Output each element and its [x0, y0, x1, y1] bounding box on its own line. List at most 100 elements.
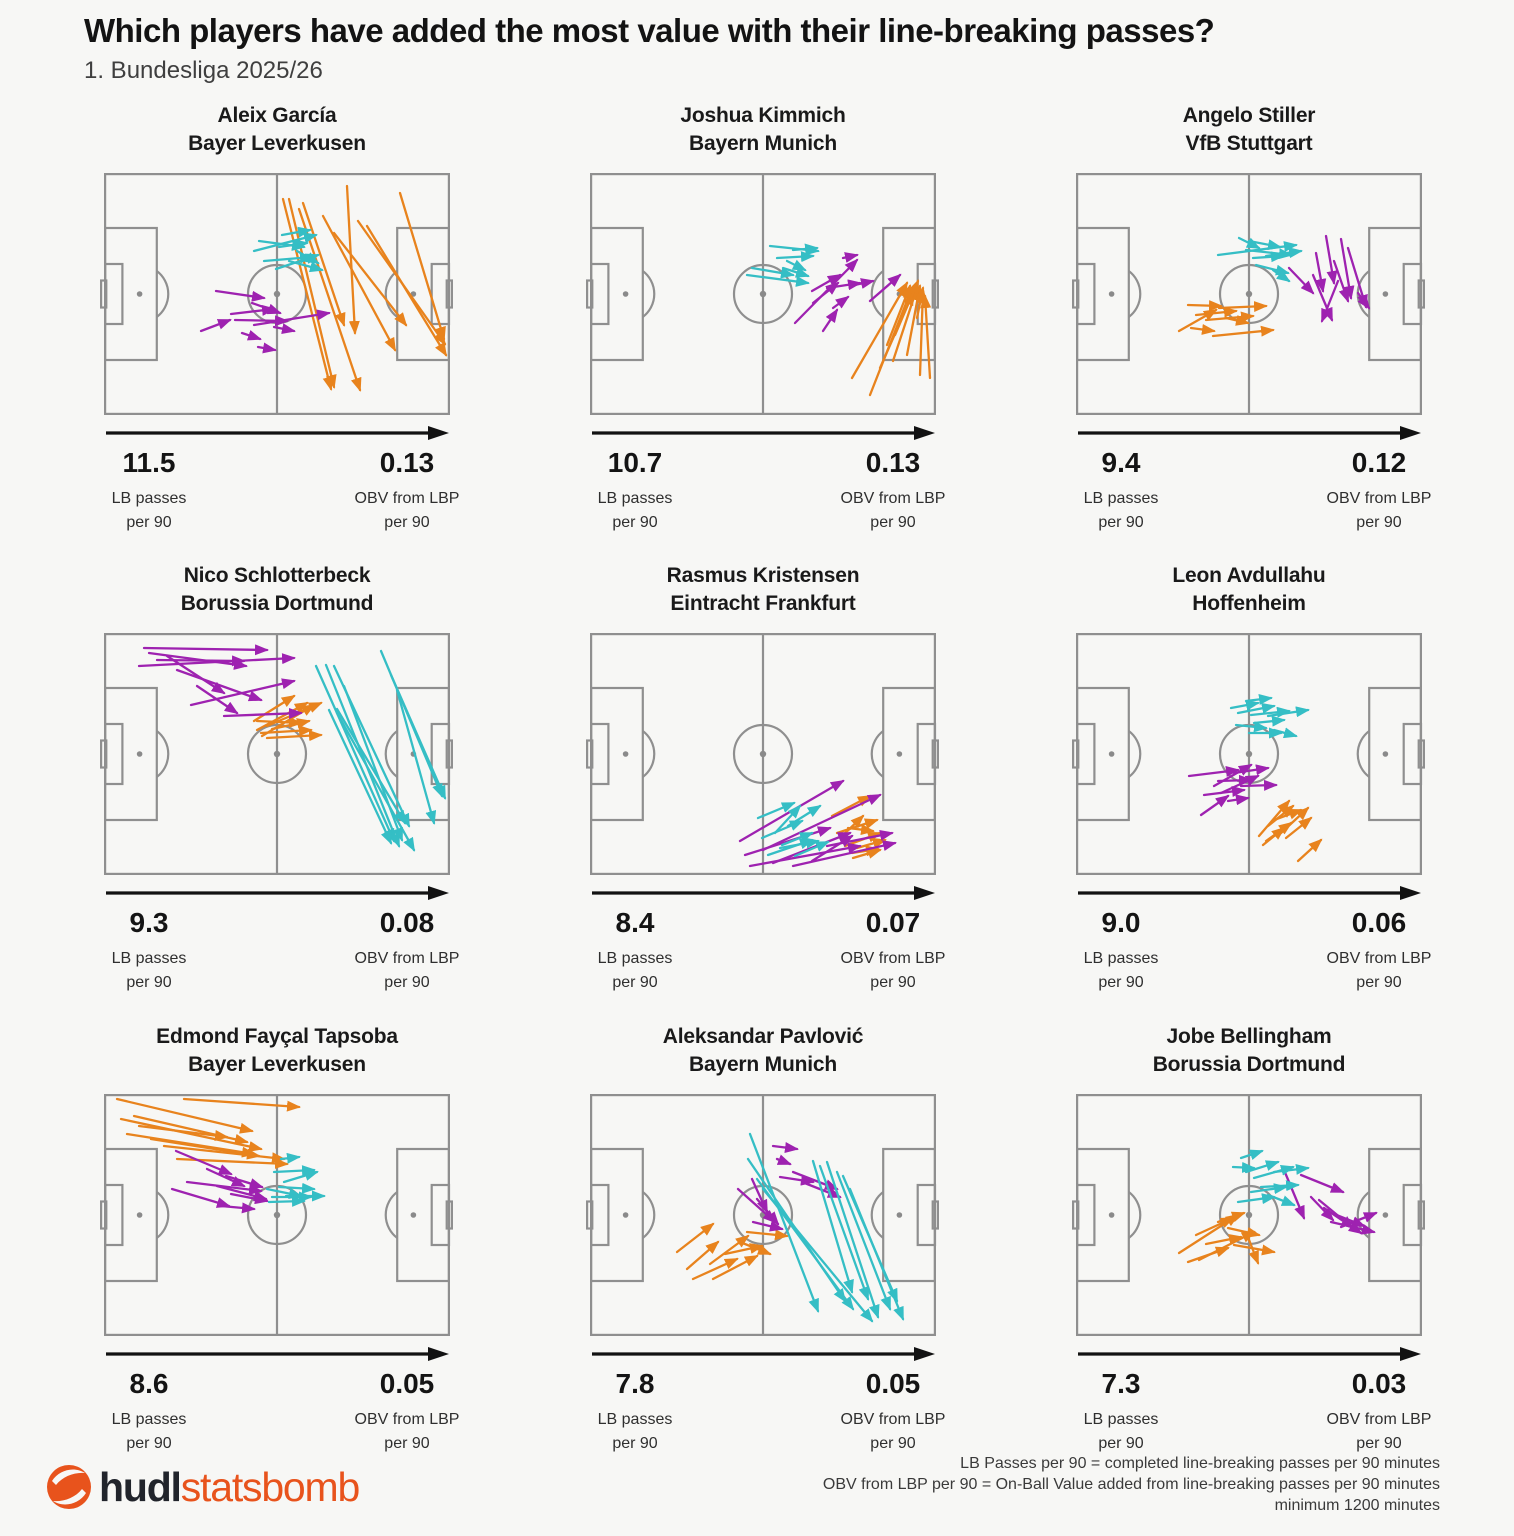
player-panel: Leon Avdullahu Hoffenheim 9.0 LB passes … — [1072, 563, 1431, 995]
logo-hudl-text: hudl — [99, 1464, 182, 1510]
obv-label: OBV from LBP — [354, 1411, 460, 1428]
player-team: Borussia Dortmund — [1152, 1053, 1346, 1076]
lb-passes-stat: 9.3 LB passes per 90 — [112, 907, 187, 995]
player-team: Bayer Leverkusen — [188, 132, 366, 155]
player-team: Hoffenheim — [1192, 592, 1306, 615]
player-team: Eintracht Frankfurt — [670, 592, 856, 615]
lb-passes-stat: 8.6 LB passes per 90 — [112, 1368, 187, 1456]
obv-value: 0.13 — [865, 447, 921, 478]
lb-passes-label: LB passes — [111, 1411, 187, 1428]
pitch-pass-map — [100, 173, 454, 416]
metric-axis-arrow — [106, 886, 449, 900]
player-team: Bayern Munich — [689, 1053, 837, 1076]
lb-passes-value: 7.8 — [615, 1368, 655, 1399]
lb-passes-value: 10.7 — [607, 447, 663, 478]
obv-stat: 0.08 OBV from LBP per 90 — [355, 907, 460, 995]
metric-axis-arrow — [592, 886, 935, 900]
lb-passes-per90-label: per 90 — [126, 514, 172, 531]
obv-per90-label: per 90 — [1356, 974, 1402, 991]
player-team: Bayern Munich — [689, 132, 837, 155]
page-title: Which players have added the most value … — [84, 12, 1215, 49]
player-name: Aleix García — [217, 104, 337, 127]
metric-axis-arrow — [106, 426, 449, 440]
obv-value: 0.05 — [379, 1368, 435, 1399]
player-panel: Edmond Fayçal Tapsoba Bayer Leverkusen 8… — [100, 1024, 459, 1456]
obv-label: OBV from LBP — [1326, 1411, 1432, 1428]
logo-statsbomb-text: statsbomb — [180, 1464, 361, 1510]
lb-passes-value: 9.0 — [1101, 907, 1141, 938]
pitch-pass-map — [586, 633, 940, 876]
lb-passes-label: LB passes — [1083, 490, 1159, 507]
obv-stat: 0.06 OBV from LBP per 90 — [1327, 907, 1432, 995]
player-name: Rasmus Kristensen — [666, 564, 860, 587]
obv-per90-label: per 90 — [384, 514, 430, 531]
metric-axis-arrow — [1078, 1347, 1421, 1361]
player-panel: Jobe Bellingham Borussia Dortmund 7.3 LB… — [1072, 1024, 1431, 1456]
obv-per90-label: per 90 — [384, 1435, 430, 1452]
obv-per90-label: per 90 — [384, 974, 430, 991]
lb-passes-per90-label: per 90 — [1098, 1435, 1144, 1452]
lb-passes-value: 11.5 — [122, 447, 176, 478]
obv-label: OBV from LBP — [1326, 950, 1432, 967]
obv-label: OBV from LBP — [354, 490, 460, 507]
footnote-line: minimum 1200 minutes — [1274, 1497, 1440, 1514]
obv-per90-label: per 90 — [1356, 514, 1402, 531]
obv-value: 0.08 — [379, 907, 435, 938]
player-team: VfB Stuttgart — [1185, 132, 1313, 155]
lb-passes-stat: 11.5 LB passes per 90 — [112, 447, 187, 535]
lb-passes-stat: 9.0 LB passes per 90 — [1084, 907, 1159, 995]
footnotes: LB Passes per 90 = completed line-breaki… — [823, 1453, 1440, 1516]
lb-passes-per90-label: per 90 — [612, 514, 658, 531]
player-name: Aleksandar Pavlović — [662, 1025, 864, 1048]
obv-value: 0.07 — [865, 907, 921, 938]
logo-wordmark: hudlstatsbomb — [99, 1462, 361, 1512]
player-panel: Angelo Stiller VfB Stuttgart 9.4 LB pass… — [1072, 103, 1431, 535]
lb-passes-value: 8.4 — [615, 907, 655, 938]
lb-passes-value: 8.6 — [129, 1368, 169, 1399]
pitch-pass-map — [100, 633, 454, 876]
lb-passes-value: 9.3 — [129, 907, 169, 938]
lb-passes-label: LB passes — [1083, 1411, 1159, 1428]
player-name: Nico Schlotterbeck — [183, 564, 371, 587]
obv-per90-label: per 90 — [1356, 1435, 1402, 1452]
metric-axis-arrow — [592, 1347, 935, 1361]
lb-passes-label: LB passes — [1083, 950, 1159, 967]
player-panel: Rasmus Kristensen Eintracht Frankfurt 8.… — [586, 563, 945, 995]
hudl-statsbomb-logo: hudlstatsbomb — [46, 1462, 361, 1512]
player-name: Joshua Kimmich — [680, 104, 846, 127]
obv-value: 0.12 — [1351, 447, 1407, 478]
obv-label: OBV from LBP — [840, 1411, 946, 1428]
lb-passes-label: LB passes — [111, 950, 187, 967]
player-name: Leon Avdullahu — [1172, 564, 1326, 587]
obv-label: OBV from LBP — [840, 950, 946, 967]
lb-passes-value: 7.3 — [1101, 1368, 1141, 1399]
lb-passes-label: LB passes — [597, 490, 673, 507]
obv-value: 0.06 — [1351, 907, 1407, 938]
footnote-line: OBV from LBP per 90 = On-Ball Value adde… — [822, 1476, 1440, 1493]
lb-passes-label: LB passes — [111, 490, 187, 507]
page-subtitle: 1. Bundesliga 2025/26 — [84, 57, 323, 84]
pitch-pass-map — [586, 173, 940, 416]
lb-passes-stat: 7.8 LB passes per 90 — [598, 1368, 673, 1456]
obv-value: 0.13 — [379, 447, 435, 478]
player-name: Angelo Stiller — [1182, 104, 1316, 127]
obv-stat: 0.05 OBV from LBP per 90 — [841, 1368, 946, 1456]
obv-value: 0.05 — [865, 1368, 921, 1399]
player-panel: Nico Schlotterbeck Borussia Dortmund 9.3… — [100, 563, 459, 995]
footnote-line: LB Passes per 90 = completed line-breaki… — [960, 1455, 1440, 1472]
obv-label: OBV from LBP — [354, 950, 460, 967]
pitch-pass-map — [586, 1094, 940, 1337]
player-panel: Aleix García Bayer Leverkusen 11.5 LB pa… — [100, 103, 459, 535]
metric-axis-arrow — [592, 426, 935, 440]
pitch-pass-map — [1072, 633, 1426, 876]
hudl-logo-icon — [47, 1465, 91, 1509]
obv-stat: 0.05 OBV from LBP per 90 — [355, 1368, 460, 1456]
obv-stat: 0.03 OBV from LBP per 90 — [1327, 1368, 1432, 1456]
player-name: Edmond Fayçal Tapsoba — [156, 1025, 398, 1048]
obv-label: OBV from LBP — [840, 490, 946, 507]
obv-per90-label: per 90 — [870, 974, 916, 991]
lb-passes-label: LB passes — [597, 1411, 673, 1428]
lb-passes-per90-label: per 90 — [1098, 514, 1144, 531]
lb-passes-per90-label: per 90 — [612, 1435, 658, 1452]
player-panel: Joshua Kimmich Bayern Munich 10.7 LB pas… — [586, 103, 945, 535]
